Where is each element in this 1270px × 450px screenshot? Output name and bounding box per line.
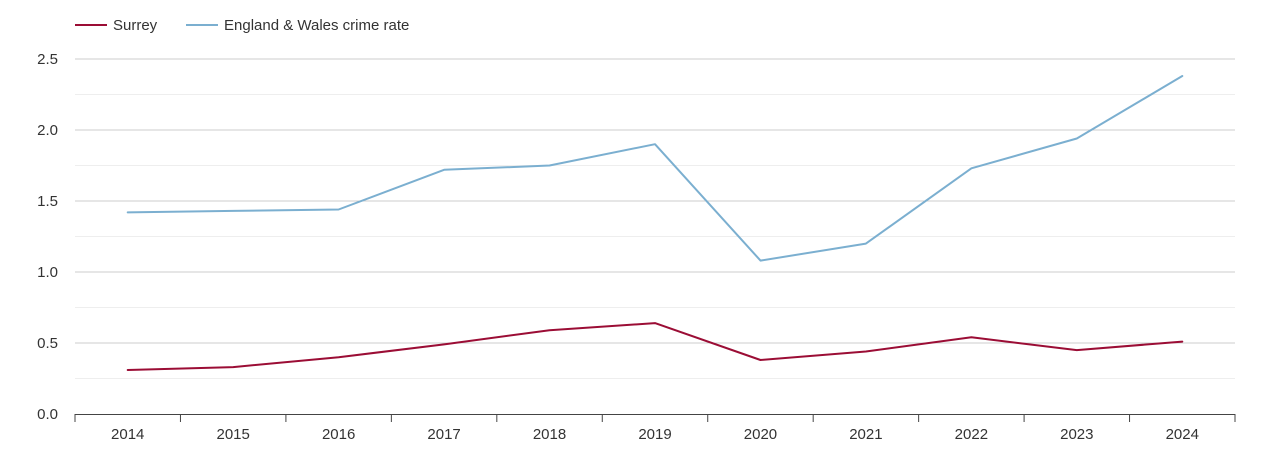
x-tick-label: 2017: [427, 426, 460, 443]
legend-label-england-wales: England & Wales crime rate: [224, 17, 409, 34]
x-tick-label: 2014: [111, 426, 144, 443]
series-line-surrey: [126, 322, 1184, 371]
x-tick-label: 2022: [955, 426, 988, 443]
legend-label-surrey: Surrey: [113, 17, 158, 34]
x-tick-label: 2018: [533, 426, 566, 443]
axes: 0.0 0.5 1.0 1.5 2.0 2.5 2014 2015 2016 2017 2018 20…: [37, 51, 1236, 443]
x-tick-label: 2024: [1166, 426, 1199, 443]
x-tick-label: 2015: [216, 426, 249, 443]
x-tick-label: 2019: [638, 426, 671, 443]
series-line-england-wales: [126, 75, 1184, 262]
y-tick-label: 2.5: [37, 51, 58, 68]
x-tick-label: 2023: [1060, 426, 1093, 443]
legend: Surrey England & Wales crime rate: [75, 17, 409, 34]
y-tick-label: 1.0: [37, 264, 58, 281]
y-tick-label: 0.0: [37, 406, 58, 423]
x-tick-label: 2020: [744, 426, 777, 443]
y-tick-label: 1.5: [37, 193, 58, 210]
gridlines: [75, 58, 1235, 379]
x-tick-label: 2016: [322, 426, 355, 443]
series-lines: [126, 75, 1184, 371]
x-tick-label: 2021: [849, 426, 882, 443]
y-tick-label: 0.5: [37, 335, 58, 352]
y-tick-label: 2.0: [37, 122, 58, 139]
